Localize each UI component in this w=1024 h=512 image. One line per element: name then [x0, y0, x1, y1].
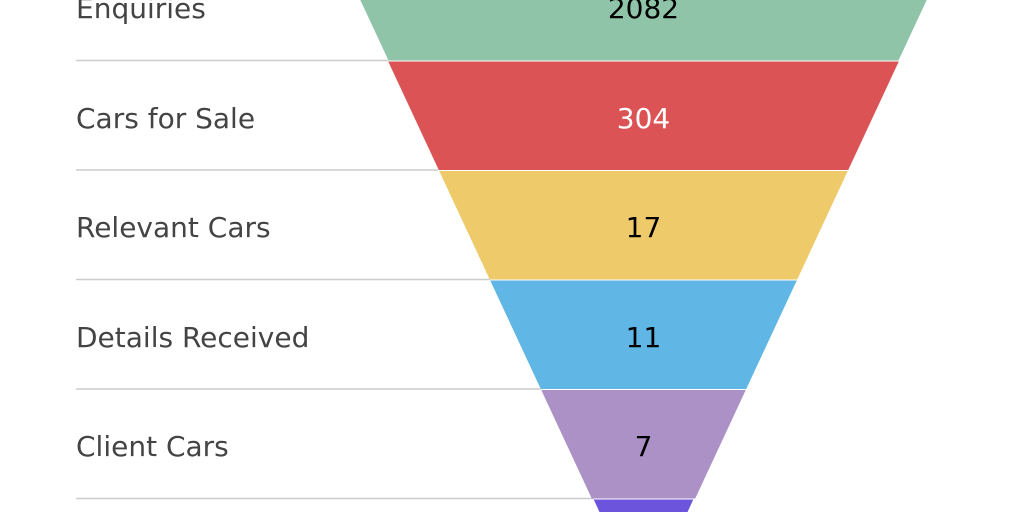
category-label-relevant-cars: Relevant Cars — [76, 211, 271, 244]
funnel-segment[interactable] — [439, 171, 848, 280]
separator-lines — [76, 59, 594, 500]
category-labels: Enquiries Cars for Sale Relevant Cars De… — [76, 0, 309, 463]
funnel-segment[interactable] — [490, 280, 797, 390]
value-label-details-received: 11 — [626, 321, 662, 354]
funnel-segment[interactable] — [541, 390, 746, 499]
category-label-cars-for-sale: Cars for Sale — [76, 102, 255, 135]
funnel-segment[interactable] — [388, 61, 899, 171]
value-label-cars-for-sale: 304 — [617, 102, 670, 135]
value-label-enquiries: 2082 — [608, 0, 679, 25]
value-label-relevant-cars: 17 — [626, 211, 662, 244]
funnel-segments — [338, 0, 950, 512]
funnel-segment[interactable] — [593, 499, 694, 512]
category-label-client-cars: Client Cars — [76, 430, 229, 463]
value-label-client-cars: 7 — [635, 430, 653, 463]
category-label-enquiries: Enquiries — [76, 0, 206, 25]
funnel-segment[interactable] — [338, 0, 950, 61]
value-labels: 2082 304 17 11 7 — [608, 0, 679, 463]
category-label-details-received: Details Received — [76, 321, 309, 354]
